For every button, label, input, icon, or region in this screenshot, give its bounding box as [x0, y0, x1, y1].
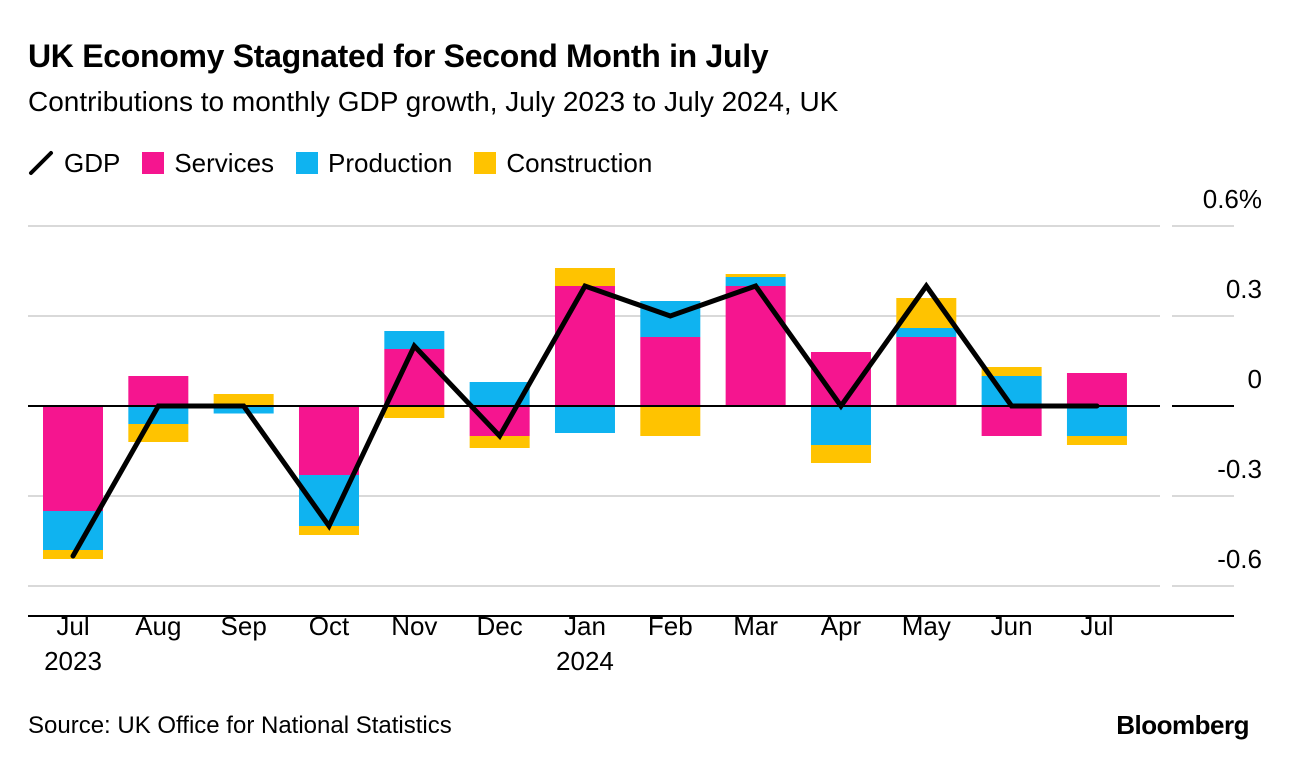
bar-construction — [981, 367, 1042, 376]
bar-production — [384, 331, 445, 349]
y-tick-label: 0.3 — [1226, 274, 1262, 304]
legend-item-gdp: GDP — [28, 148, 120, 179]
x-tick-label: May — [902, 611, 951, 641]
gdp-line-icon — [29, 151, 53, 175]
x-tick-label: Jul — [56, 611, 89, 641]
bar-construction — [384, 406, 445, 418]
bar-services — [298, 406, 359, 475]
bar-construction — [810, 445, 871, 463]
x-tick-label: Apr — [821, 611, 862, 641]
bar-construction — [298, 526, 359, 535]
legend: GDP Services Production Construction — [28, 146, 674, 180]
bar-services — [128, 376, 189, 406]
bar-construction — [640, 406, 701, 436]
legend-item-services: Services — [142, 148, 274, 179]
legend-item-production: Production — [296, 148, 452, 179]
bar-services — [640, 337, 701, 406]
x-tick-label: Sep — [221, 611, 267, 641]
x-year-label: 2023 — [44, 646, 102, 676]
x-tick-label: Jan — [564, 611, 606, 641]
chart-title: UK Economy Stagnated for Second Month in… — [28, 38, 769, 74]
bar-production — [1066, 406, 1127, 436]
bar-services — [1066, 373, 1127, 406]
bar-production — [725, 277, 786, 286]
bar-production — [896, 328, 957, 337]
bar-services — [554, 286, 615, 406]
y-tick-label: 0.6% — [1203, 184, 1262, 214]
x-tick-label: Nov — [391, 611, 437, 641]
bar-construction — [725, 274, 786, 277]
bar-services — [43, 406, 103, 511]
bar-production — [810, 406, 871, 445]
legend-label-gdp: GDP — [64, 147, 121, 178]
y-tick-label: -0.3 — [1217, 454, 1262, 484]
x-tick-label: Dec — [477, 611, 523, 641]
chart-subtitle: Contributions to monthly GDP growth, Jul… — [28, 86, 839, 117]
y-tick-label: 0 — [1248, 364, 1262, 394]
legend-label-services: Services — [174, 147, 275, 178]
bloomberg-logo: Bloomberg — [1116, 710, 1249, 740]
x-tick-label: Mar — [733, 611, 778, 641]
x-tick-label: Jun — [991, 611, 1033, 641]
services-swatch — [142, 152, 165, 174]
bar-construction — [213, 394, 274, 406]
y-tick-label: -0.6 — [1217, 544, 1262, 574]
x-tick-label: Feb — [648, 611, 693, 641]
bar-services — [725, 286, 786, 406]
bar-services — [384, 349, 445, 406]
x-tick-label: Aug — [135, 611, 181, 641]
x-tick-label: Oct — [309, 611, 350, 641]
bar-construction — [469, 436, 530, 448]
production-swatch — [296, 152, 319, 174]
construction-swatch — [474, 152, 497, 174]
source-note: Source: UK Office for National Statistic… — [28, 712, 452, 739]
bar-construction — [1066, 436, 1127, 445]
bar-production — [554, 406, 615, 433]
x-year-label: 2024 — [556, 646, 614, 676]
x-tick-label: Jul — [1080, 611, 1113, 641]
legend-item-construction: Construction — [474, 148, 652, 179]
bar-services — [896, 337, 957, 406]
bar-services — [981, 406, 1042, 436]
bar-production — [128, 406, 189, 424]
legend-label-production: Production — [328, 147, 453, 178]
bar-construction — [554, 268, 615, 286]
legend-label-construction: Construction — [506, 147, 653, 178]
